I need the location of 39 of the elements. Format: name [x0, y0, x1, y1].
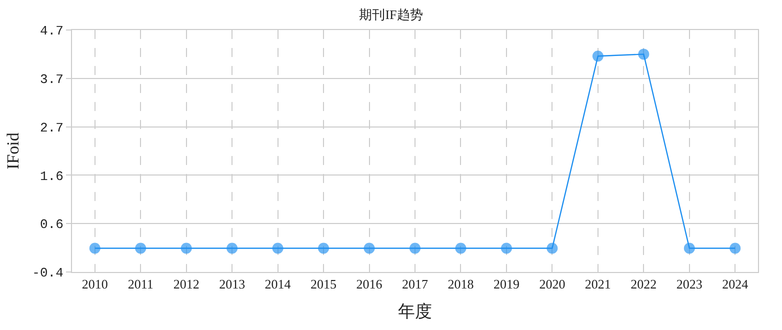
point — [638, 48, 650, 60]
point — [455, 242, 466, 254]
point — [180, 242, 192, 254]
x-tick-label: 2014 — [264, 276, 292, 292]
point — [226, 242, 238, 254]
point — [730, 242, 741, 254]
y-tick-label: 0.6 — [40, 217, 64, 232]
point — [410, 242, 420, 254]
point — [592, 50, 604, 62]
x-tick-label: 2016 — [356, 276, 383, 292]
x-tick-label: 2011 — [128, 276, 154, 292]
x-tick-label: 2022 — [630, 276, 657, 292]
y-axis-title: IFoid — [4, 132, 23, 170]
x-tick-label: 2012 — [173, 276, 200, 292]
point — [89, 242, 100, 254]
x-tick-label: 2020 — [539, 276, 566, 292]
x-axis-title: 年度 — [398, 302, 432, 321]
x-tick-label: 2017 — [402, 276, 428, 292]
x-tick-label: 2021 — [584, 276, 611, 292]
chart-title: 期刊IF趋势 — [359, 7, 423, 22]
point — [135, 242, 146, 254]
point — [546, 242, 558, 254]
x-tick-label: 2015 — [310, 276, 337, 292]
x-tick-label: 2019 — [493, 276, 520, 292]
x-tick-label: 2023 — [676, 276, 702, 292]
point — [272, 242, 284, 254]
x-tick-label: 2010 — [82, 276, 108, 292]
y-tick-label: 4.7 — [40, 24, 64, 39]
x-tick-label: 2013 — [219, 276, 246, 292]
point — [364, 242, 375, 254]
y-tick-label: -0.4 — [32, 266, 64, 281]
x-tick-label: 2018 — [448, 276, 474, 292]
point — [318, 242, 330, 254]
y-tick-label: 2.7 — [40, 120, 64, 136]
point — [684, 242, 695, 254]
y-tick-label: 1.6 — [40, 168, 64, 184]
x-tick-label: 2024 — [722, 276, 749, 292]
y-tick-label: 3.7 — [40, 72, 64, 87]
point — [500, 242, 512, 254]
